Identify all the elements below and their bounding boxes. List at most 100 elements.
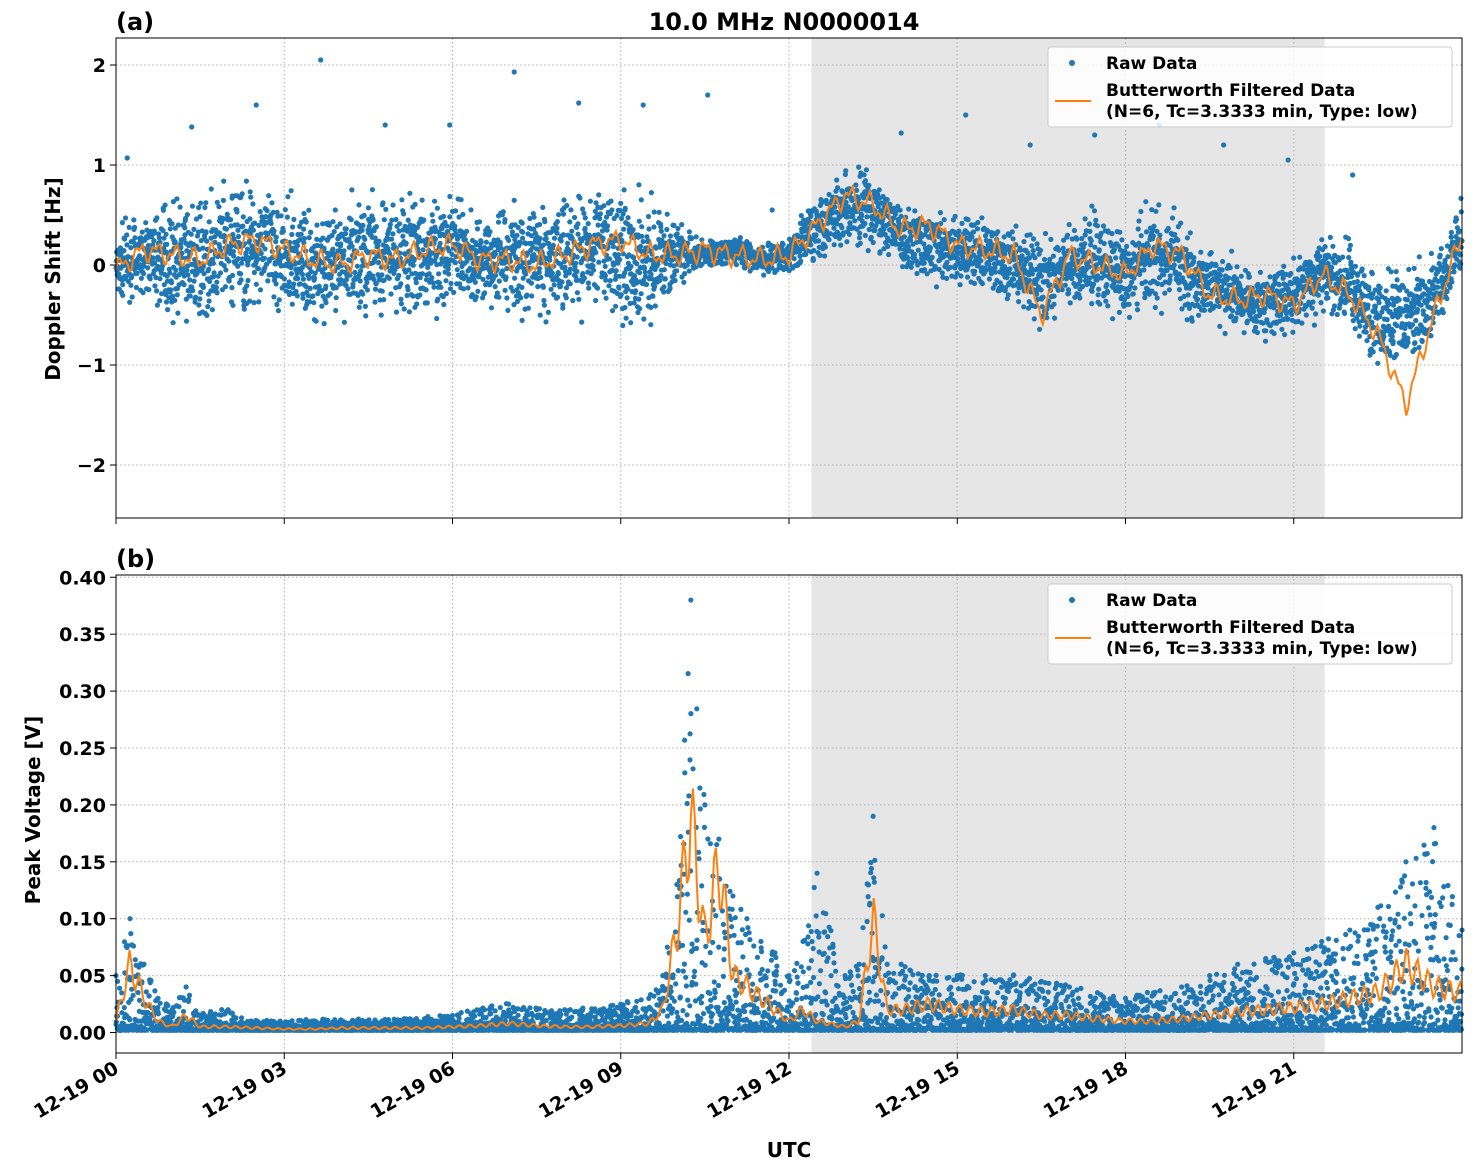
raw-data-point: [618, 201, 623, 206]
raw-data-point: [673, 278, 678, 283]
raw-data-point: [430, 219, 435, 224]
raw-data-point: [362, 237, 367, 242]
raw-data-point: [1251, 309, 1256, 314]
raw-data-point: [602, 290, 607, 295]
raw-data-point: [473, 280, 478, 285]
raw-data-point: [489, 305, 494, 310]
raw-data-point: [223, 267, 228, 272]
raw-data-point: [258, 232, 263, 237]
raw-data-point: [323, 300, 328, 305]
raw-data-point: [127, 300, 132, 305]
raw-data-point: [372, 300, 377, 305]
raw-data-point: [300, 296, 305, 301]
raw-data-point: [393, 217, 398, 222]
raw-data-point: [922, 260, 927, 265]
raw-data-point: [902, 234, 907, 239]
raw-data-point: [523, 272, 528, 277]
raw-data-point: [387, 276, 392, 281]
raw-data-point: [608, 278, 613, 283]
raw-data-point: [1355, 279, 1360, 284]
raw-data-point: [168, 287, 173, 292]
raw-data-point: [1096, 292, 1101, 297]
raw-data-point: [965, 275, 970, 280]
raw-data-point: [448, 281, 453, 286]
raw-data-point: [133, 235, 138, 240]
raw-data-point: [333, 308, 338, 313]
raw-data-point: [532, 215, 537, 220]
raw-data-point: [132, 225, 137, 230]
raw-data-point: [360, 292, 365, 297]
raw-data-point: [295, 276, 300, 281]
raw-data-point: [1394, 352, 1399, 357]
raw-data-point: [1136, 226, 1141, 231]
raw-data-point: [1091, 282, 1096, 287]
raw-data-point: [1234, 264, 1239, 269]
raw-data-point: [397, 221, 402, 226]
raw-data-point: [430, 212, 435, 217]
raw-data-point: [799, 213, 804, 218]
raw-data-point: [838, 243, 843, 248]
raw-data-point: [1299, 321, 1304, 326]
raw-data-point: [639, 234, 644, 239]
raw-data-point: [381, 297, 386, 302]
raw-data-point: [520, 230, 525, 235]
raw-data-point: [461, 286, 466, 291]
raw-data-point: [1016, 299, 1021, 304]
raw-data-point: [687, 229, 692, 234]
raw-data-point: [1092, 208, 1097, 213]
raw-data-point: [196, 302, 201, 307]
raw-data-point: [529, 281, 534, 286]
raw-data-point: [1389, 269, 1394, 274]
raw-data-point: [1375, 361, 1380, 366]
raw-data-point: [1172, 262, 1177, 267]
raw-data-point: [1065, 233, 1070, 238]
raw-data-point: [295, 243, 300, 248]
raw-data-point: [145, 265, 150, 270]
raw-data-point: [1051, 254, 1056, 259]
raw-data-point: [916, 248, 921, 253]
raw-data-point: [987, 276, 992, 281]
raw-data-point: [959, 221, 964, 226]
raw-data-point: [575, 254, 580, 259]
raw-data-point: [1384, 288, 1389, 293]
raw-data-point: [143, 220, 148, 225]
raw-data-point: [258, 209, 263, 214]
raw-data-point: [551, 243, 556, 248]
raw-data-point: [1272, 331, 1277, 336]
raw-data-point: [1096, 287, 1101, 292]
raw-data-point: [603, 278, 608, 283]
raw-data-point: [1310, 306, 1315, 311]
raw-data-point: [290, 302, 295, 307]
raw-data-point: [552, 236, 557, 241]
raw-data-point: [1105, 290, 1110, 295]
raw-data-point: [606, 283, 611, 288]
raw-data-point: [182, 282, 187, 287]
raw-data-point: [1290, 330, 1295, 335]
raw-data-point: [1087, 221, 1092, 226]
raw-data-point: [504, 275, 509, 280]
raw-data-point: [659, 229, 664, 234]
raw-data-point: [152, 229, 157, 234]
raw-data-point: [345, 286, 350, 291]
raw-data-point: [679, 222, 684, 227]
raw-data-point: [444, 291, 449, 296]
raw-data-point: [405, 293, 410, 298]
raw-data-point: [154, 288, 159, 293]
raw-data-point: [406, 218, 411, 223]
raw-data-point: [607, 256, 612, 261]
raw-data-point: [611, 244, 616, 249]
raw-data-point: [687, 268, 692, 273]
raw-data-point: [332, 229, 337, 234]
raw-data-point: [1346, 255, 1351, 260]
raw-data-point: [1362, 273, 1367, 278]
raw-data-point: [214, 285, 219, 290]
raw-data-point: [248, 189, 253, 194]
raw-data-point: [1089, 301, 1094, 306]
raw-data-point: [649, 190, 654, 195]
raw-data-point: [155, 303, 160, 308]
raw-data-point: [140, 290, 145, 295]
raw-data-point: [734, 262, 739, 267]
raw-data-point: [1195, 297, 1200, 302]
raw-data-point: [639, 291, 644, 296]
raw-data-point: [477, 219, 482, 224]
